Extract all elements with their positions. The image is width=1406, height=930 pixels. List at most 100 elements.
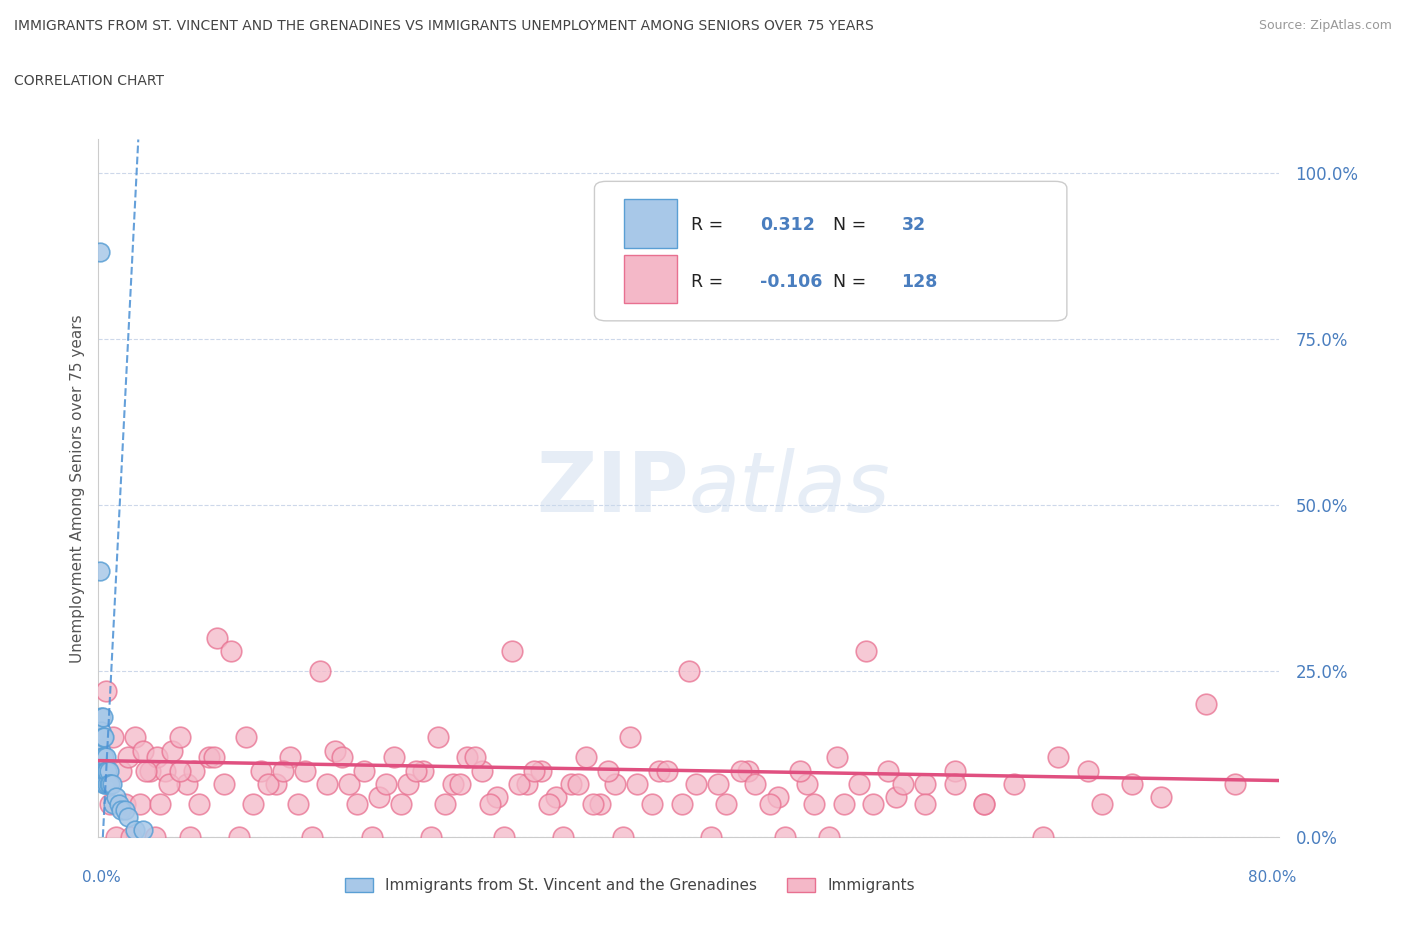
Point [471,764,494,778]
Point [91,710,114,724]
Text: R =: R = [692,273,730,291]
Point [105,790,128,804]
Point [405,764,427,778]
Point [389,796,412,811]
Point [678,663,700,678]
Point [91,730,114,745]
Point [157,777,180,791]
Point [884,790,907,804]
Point [862,796,884,811]
Point [494,830,516,844]
Point [93,777,115,791]
Point [516,777,538,791]
Text: N =: N = [832,273,872,291]
Point [973,796,995,811]
Text: N =: N = [832,216,872,233]
Point [382,750,405,764]
Point [655,764,678,778]
Point [612,830,634,844]
Point [1046,750,1070,764]
Point [90,750,112,764]
Point [375,777,398,791]
Point [132,823,155,838]
Point [360,830,382,844]
Point [877,764,900,778]
Point [114,803,136,817]
Text: ZIP: ZIP [537,447,689,529]
Point [169,764,191,778]
Point [943,764,966,778]
Point [94,684,117,698]
Point [1150,790,1173,804]
Point [1091,796,1114,811]
Point [501,644,523,658]
Point [294,764,316,778]
Point [228,830,250,844]
Point [803,796,825,811]
Point [117,750,139,764]
Point [330,750,353,764]
Point [457,750,479,764]
Point [744,777,766,791]
Point [891,777,914,791]
Point [589,796,612,811]
Text: -0.106: -0.106 [759,273,823,291]
Point [280,750,302,764]
Point [103,730,125,745]
Point [1225,777,1247,791]
Point [114,796,136,811]
Point [153,764,176,778]
Text: 32: 32 [901,216,925,233]
Point [143,830,166,844]
Point [619,730,641,745]
Point [124,823,146,838]
Point [596,764,619,778]
Point [605,777,627,791]
Point [94,764,117,778]
Point [169,730,191,745]
Point [789,764,811,778]
Text: 0.0%: 0.0% [82,870,121,884]
Point [235,730,257,745]
Point [139,764,162,778]
FancyBboxPatch shape [624,199,678,247]
Point [427,730,450,745]
Point [271,764,294,778]
Point [91,750,114,764]
Point [1121,777,1143,791]
Point [582,796,605,811]
Point [90,743,112,758]
Point [103,796,125,811]
Point [546,790,568,804]
Point [205,631,228,645]
Point [1195,697,1218,711]
Legend: Immigrants from St. Vincent and the Grenadines, Immigrants: Immigrants from St. Vincent and the Gren… [339,871,921,899]
Point [98,777,121,791]
Point [434,796,457,811]
Point [108,796,131,811]
Point [398,777,420,791]
Point [93,777,115,791]
Point [93,730,115,745]
Point [187,796,209,811]
Point [449,777,471,791]
Point [316,777,339,791]
Point [700,830,723,844]
Point [1077,764,1099,778]
Point [441,777,464,791]
Point [737,764,759,778]
Point [90,724,112,738]
Point [671,796,693,811]
Text: R =: R = [692,216,730,233]
Point [93,750,115,764]
Point [648,764,671,778]
Point [773,830,796,844]
Point [91,764,114,778]
Point [626,777,648,791]
Text: 0.312: 0.312 [759,216,814,233]
Point [309,663,332,678]
Text: Source: ZipAtlas.com: Source: ZipAtlas.com [1258,19,1392,32]
Text: 128: 128 [901,273,938,291]
Point [124,730,146,745]
Point [1002,777,1025,791]
